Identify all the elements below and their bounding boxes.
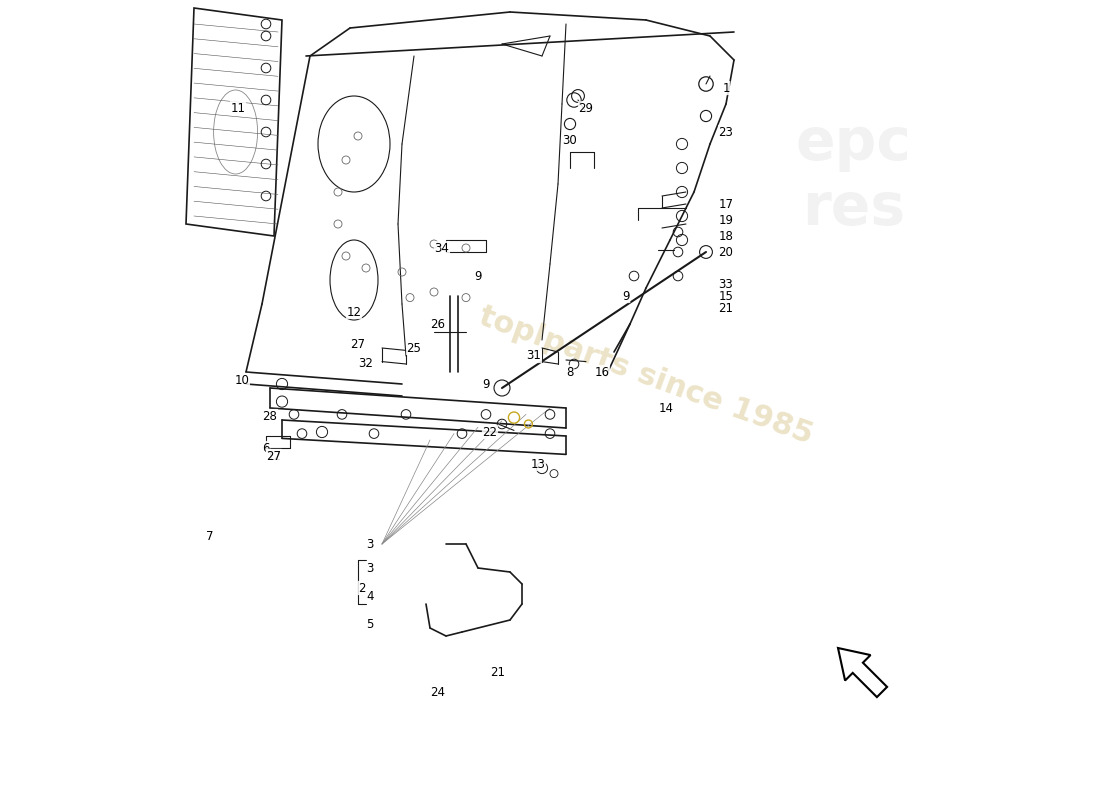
FancyArrow shape <box>838 648 887 697</box>
Text: 14: 14 <box>659 402 673 414</box>
Text: 28: 28 <box>263 410 277 422</box>
Text: 1: 1 <box>723 82 729 94</box>
Text: 11: 11 <box>231 102 245 114</box>
Text: 10: 10 <box>234 374 250 386</box>
Text: 30: 30 <box>562 134 578 146</box>
Text: 16: 16 <box>594 366 609 378</box>
Text: 7: 7 <box>207 530 213 542</box>
Text: 3: 3 <box>366 562 374 574</box>
Text: 26: 26 <box>430 318 446 330</box>
Text: 29: 29 <box>579 102 594 114</box>
Text: 18: 18 <box>718 230 734 242</box>
Text: 3: 3 <box>366 538 374 550</box>
Text: 9: 9 <box>623 290 629 302</box>
Text: 21: 21 <box>491 666 506 678</box>
Text: 9: 9 <box>474 270 482 282</box>
Text: 9: 9 <box>482 378 490 390</box>
Text: 23: 23 <box>718 126 734 138</box>
Text: 12: 12 <box>266 450 282 462</box>
Text: 15: 15 <box>718 290 734 302</box>
Text: epc
res: epc res <box>796 114 912 238</box>
Text: 12: 12 <box>346 306 362 318</box>
Text: 22: 22 <box>483 426 497 438</box>
Text: 21: 21 <box>718 302 734 314</box>
Text: toplparts since 1985: toplparts since 1985 <box>475 302 817 450</box>
Text: 17: 17 <box>718 198 734 210</box>
Text: 4: 4 <box>366 590 374 602</box>
Text: 27: 27 <box>266 450 282 462</box>
Text: 19: 19 <box>718 214 734 226</box>
Text: 6: 6 <box>262 442 270 454</box>
Text: 5: 5 <box>366 618 374 630</box>
Text: 27: 27 <box>351 338 365 350</box>
Text: 34: 34 <box>434 242 450 254</box>
Text: 13: 13 <box>530 458 546 470</box>
Text: 8: 8 <box>566 366 574 378</box>
Text: 24: 24 <box>430 686 446 698</box>
Text: 20: 20 <box>718 246 734 258</box>
Text: 33: 33 <box>718 278 734 290</box>
Text: 32: 32 <box>359 358 373 370</box>
Text: 2: 2 <box>359 582 365 594</box>
Text: 25: 25 <box>407 342 421 354</box>
Text: 31: 31 <box>527 350 541 362</box>
